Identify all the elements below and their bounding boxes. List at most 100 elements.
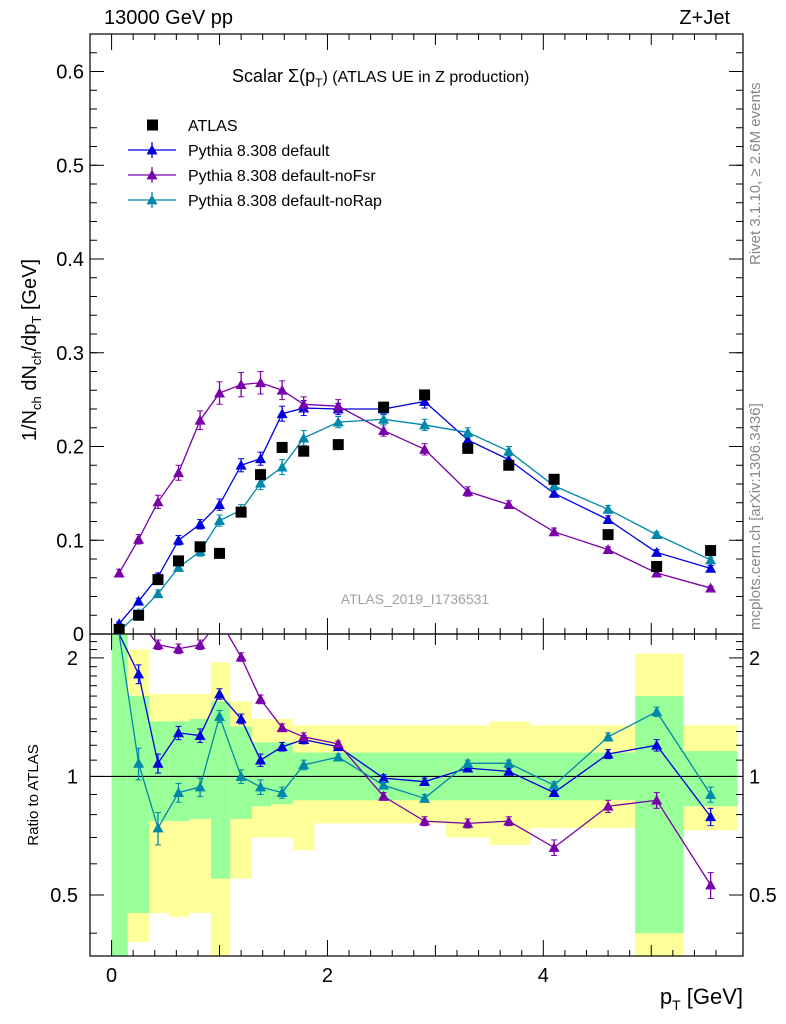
mc-point (235, 713, 247, 724)
mc-point (602, 800, 614, 811)
mc-point (705, 562, 717, 573)
atlas-point (602, 529, 614, 541)
mc-point (602, 731, 614, 742)
band-green (635, 696, 684, 934)
mc-point (152, 822, 164, 833)
atlas-point (419, 389, 431, 401)
atlas-point (276, 441, 288, 453)
mc-point (378, 772, 390, 783)
mc-point (152, 757, 164, 768)
mc-point (235, 651, 247, 662)
mc-point (548, 787, 560, 797)
mc-point (255, 754, 267, 765)
atlas-point (298, 445, 310, 457)
x-tick-label: 0 (106, 965, 117, 987)
mc-point (419, 815, 431, 826)
ratio-frame (89, 633, 744, 957)
ratio-tick-label: 2 (67, 648, 78, 670)
atlas-point (548, 473, 560, 485)
mc-point (651, 546, 663, 557)
mc-point (235, 379, 247, 390)
mc-point (276, 461, 288, 472)
ratio-series-group (118, 634, 717, 899)
header-left: 13000 GeV pp (104, 7, 233, 29)
mc-point (173, 534, 185, 545)
mc-point (332, 416, 344, 427)
mc-point (462, 817, 474, 828)
legend-label: Pythia 8.308 default (188, 143, 330, 160)
x-axis-label: pT [GeV] (660, 984, 743, 1013)
mc-point (462, 434, 474, 445)
band-green (210, 701, 231, 879)
ratio-tick-label-right: 2 (749, 648, 760, 670)
mc-point (651, 567, 663, 578)
mc-point (173, 787, 185, 797)
mc-point (705, 582, 717, 593)
mc-point (332, 400, 344, 411)
mc-point (194, 414, 206, 425)
ratio-series-pythia-8-308-default-norap (118, 634, 717, 846)
mc-point (173, 561, 185, 572)
atlas-point (705, 545, 717, 557)
mc-point (548, 842, 560, 852)
mc-point (503, 445, 515, 456)
ratio-panel: 0 2 4 0.5 0.5 1 1 2 2 (50, 633, 777, 987)
mc-point (378, 425, 390, 435)
atlas-data (113, 389, 717, 634)
mc-point (173, 643, 185, 654)
mc-point (113, 567, 125, 578)
mc-point (276, 787, 288, 797)
y-tick-label: 0.1 (56, 530, 84, 552)
mc-point (705, 879, 717, 890)
mc-point (235, 770, 247, 781)
mc-point (462, 426, 474, 437)
mc-point (332, 751, 344, 762)
y-tick-label: 0 (73, 624, 84, 646)
mc-point (602, 514, 614, 525)
mc-point (133, 595, 145, 606)
mc-point (298, 398, 310, 409)
mc-point (462, 486, 474, 496)
chart-title-prefix: Scalar Σ(p (232, 66, 315, 86)
analysis-label: ATLAS_2019_I1736531 (341, 591, 490, 607)
mc-point (194, 781, 206, 792)
chart-title: Scalar Σ(pT) (ATLAS UE in Z production) (232, 66, 529, 90)
band-green (189, 718, 211, 819)
mc-point (462, 757, 474, 768)
ratio-y-axis-label: Ratio to ATLAS (25, 744, 42, 845)
mc-point (255, 781, 267, 792)
header-right: Z+Jet (679, 7, 730, 29)
y-tick-label: 0.6 (56, 62, 84, 84)
mc-point (152, 639, 164, 650)
mc-point (503, 765, 515, 776)
atlas-point (133, 609, 145, 621)
mc-point (651, 794, 663, 805)
mc-point (173, 727, 185, 738)
mc-point (214, 515, 226, 525)
mc-point (214, 387, 226, 398)
legend-label: Pythia 8.308 default-noFsr (188, 168, 376, 185)
mc-point (705, 554, 717, 565)
legend-label-atlas: ATLAS (188, 118, 238, 135)
atlas-point (378, 401, 390, 413)
y-tick-label: 0.2 (56, 437, 84, 459)
atlas-point (651, 561, 663, 572)
y-tick-label: 0.4 (56, 249, 84, 271)
mc-point (548, 526, 560, 537)
band-green (127, 696, 150, 914)
mc-point (133, 757, 145, 768)
mc-point (133, 668, 145, 679)
mc-point (378, 413, 390, 424)
mc-point (152, 588, 164, 599)
mc-point (146, 169, 158, 180)
mc-point (255, 377, 267, 388)
main-series-group (113, 371, 717, 634)
atlas-point (235, 506, 247, 518)
mc-point (298, 731, 310, 742)
ratio-tick-label-right: 1 (749, 766, 760, 788)
mc-point (214, 688, 226, 699)
mc-point (503, 499, 515, 510)
mc-point (173, 467, 185, 478)
y-tick-label: 0.3 (56, 343, 84, 365)
mc-point (235, 459, 247, 470)
